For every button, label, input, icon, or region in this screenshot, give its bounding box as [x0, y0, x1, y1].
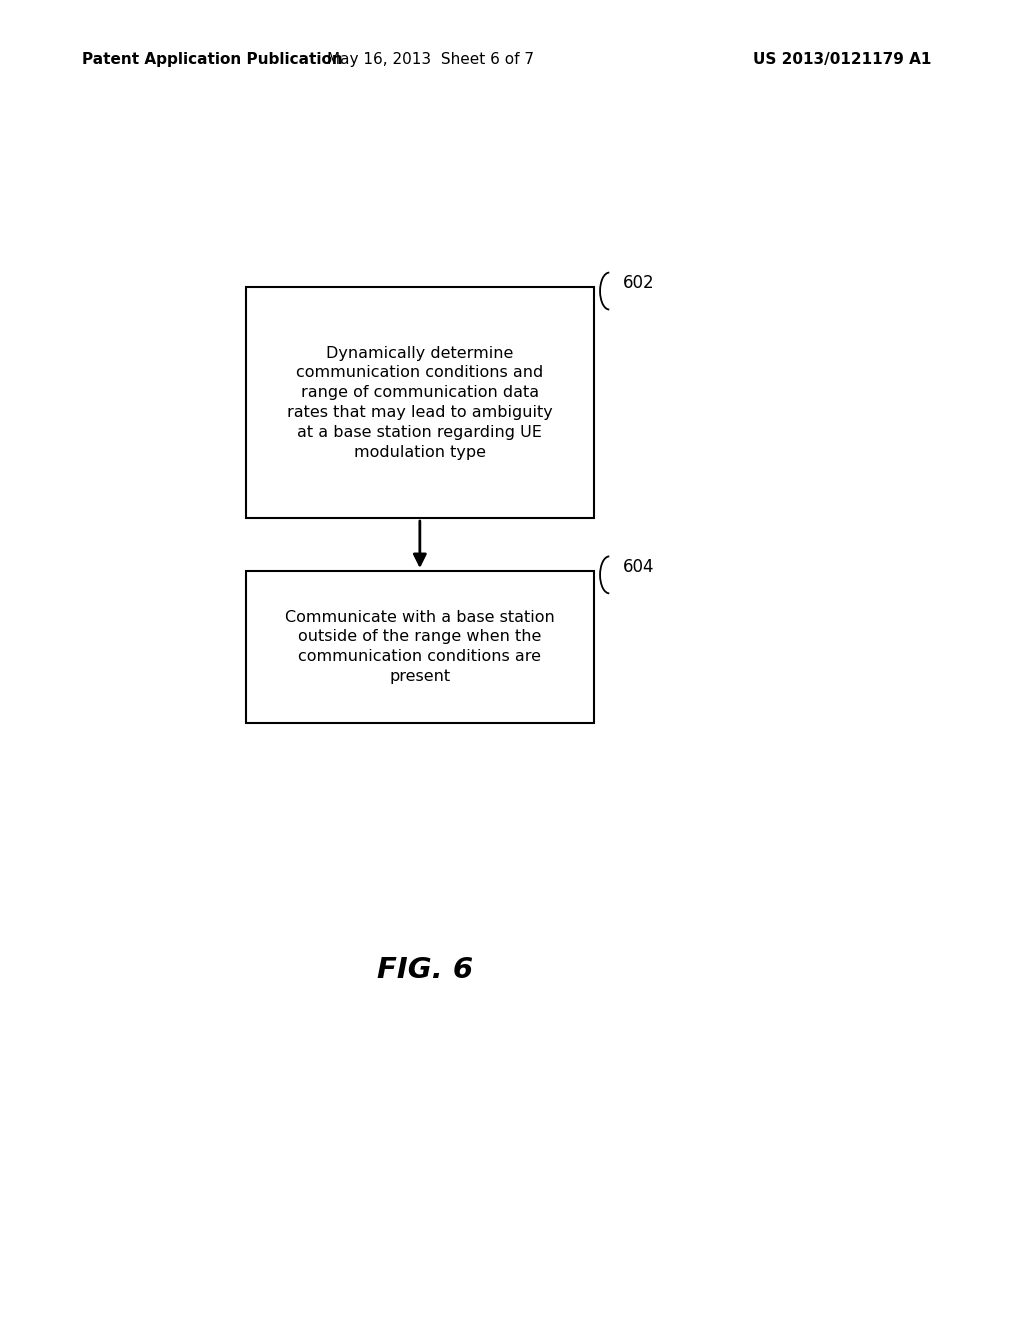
Text: 602: 602	[623, 275, 654, 292]
Text: Communicate with a base station
outside of the range when the
communication cond: Communicate with a base station outside …	[285, 610, 555, 684]
Bar	[246, 288, 594, 519]
Text: Patent Application Publication: Patent Application Publication	[82, 51, 343, 67]
Text: Dynamically determine
communication conditions and
range of communication data
r: Dynamically determine communication cond…	[287, 346, 553, 459]
Text: US 2013/0121179 A1: US 2013/0121179 A1	[754, 51, 932, 67]
Bar	[246, 570, 594, 722]
Text: May 16, 2013  Sheet 6 of 7: May 16, 2013 Sheet 6 of 7	[327, 51, 534, 67]
Text: FIG. 6: FIG. 6	[377, 956, 473, 985]
Text: 604: 604	[623, 558, 654, 576]
